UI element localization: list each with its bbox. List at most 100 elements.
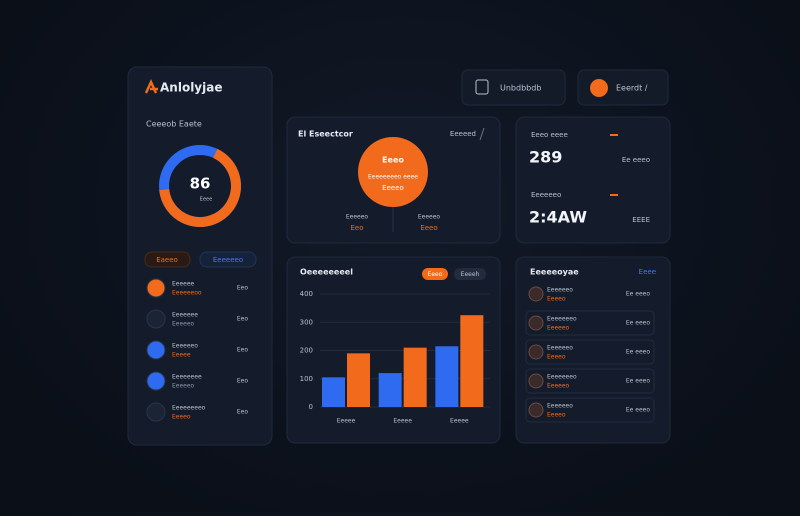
stat-value: Eeo [350, 224, 363, 232]
donut-arc [159, 145, 241, 227]
row-name: Eeeeeeeo [547, 374, 577, 381]
row-name: Eeeeeeo [547, 403, 573, 410]
item-value: Eeo [237, 347, 248, 354]
stat-value: Eeeo [420, 224, 437, 232]
list-card [515, 256, 671, 444]
row-avatar [528, 286, 544, 302]
row-detail: Eeeeo [547, 354, 566, 361]
row-value[interactable]: Ee eeeo [626, 320, 650, 327]
button-label: Unbdbbdb [500, 84, 541, 93]
item-value: Eeo [237, 378, 248, 385]
item-sub: Eeeee [172, 352, 191, 359]
y-tick-label: 0 [309, 403, 313, 411]
bar [435, 346, 459, 407]
card-title: El Eseectcor [298, 130, 353, 139]
toggle[interactable] [454, 268, 486, 280]
card-title: Eeeeeoyae [530, 268, 579, 277]
logo: Anlolyjae [160, 81, 222, 95]
row-avatar [528, 373, 544, 389]
button-icon [475, 79, 489, 95]
circle-value: Eeeeo [382, 184, 404, 192]
row-bg [525, 310, 655, 336]
avatar [590, 79, 608, 97]
bar [322, 377, 345, 407]
item-title: Eeeeeeee [172, 374, 202, 381]
item-icon [146, 340, 166, 360]
donut-sub: Eeee [200, 197, 212, 203]
row-detail: Eeeeo [547, 296, 566, 303]
stat-label: Eeeeeo [346, 214, 369, 221]
row-name: Eeeeeeo [547, 287, 573, 294]
tab[interactable] [144, 251, 191, 268]
item-sub: Eeeeo [172, 414, 191, 421]
logo-icon [144, 78, 158, 94]
highlight-circle [358, 137, 428, 207]
tab-label: Eeeeeeo [213, 256, 243, 264]
metric-label: Eeeo eeee [531, 131, 568, 139]
circle-text: Eeeeeeeeo eeee [368, 174, 418, 181]
toggle-label: Eeeeh [461, 271, 480, 278]
metric-value: 2:4AW [529, 208, 587, 227]
item-value: Eeo [237, 285, 248, 292]
metric-side: EEEE [632, 216, 650, 224]
item-title: Eeeeeeeeo [172, 405, 206, 412]
item-icon [146, 402, 166, 422]
y-tick-label: 400 [300, 290, 313, 298]
row-bg [525, 368, 655, 394]
x-tick-label: Eeeee [393, 418, 412, 425]
row-detail: Eeeeeo [547, 383, 570, 390]
donut-value: 86 [190, 175, 211, 193]
stat-label: Eeeeeo [418, 214, 441, 221]
bar [460, 315, 484, 407]
item-sub: Eeeeeeoo [172, 290, 202, 297]
y-tick-label: 100 [300, 375, 313, 383]
y-tick-label: 200 [300, 347, 313, 355]
bar [347, 353, 370, 407]
item-value: Eeo [237, 316, 248, 323]
item-title: Eeeeeeo [172, 343, 198, 350]
row-name: Eeeeeeeo [547, 316, 577, 323]
row-avatar [528, 402, 544, 418]
row-avatar [528, 344, 544, 360]
item-sub: Eeeeeo [172, 383, 195, 390]
item-sub: Eeeeeo [172, 321, 195, 328]
metric-value: 289 [529, 148, 562, 167]
item-icon [146, 371, 166, 391]
divider [479, 127, 485, 141]
row-value[interactable]: Ee eeeo [626, 291, 650, 298]
bar [378, 373, 402, 407]
row-detail: Eeeeo [547, 412, 566, 419]
toggle[interactable] [422, 268, 448, 280]
row-bg [525, 397, 655, 423]
top-button[interactable] [461, 69, 566, 106]
x-tick-label: Eeeee [337, 418, 356, 425]
row-value[interactable]: Ee eeeo [626, 407, 650, 414]
chart-title: Oeeeeeeeel [300, 268, 353, 277]
item-title: Eeeeee [172, 281, 195, 288]
row-bg [525, 339, 655, 365]
button-label: Eeerdt / [616, 84, 648, 93]
circle-title: Eeeo [382, 156, 404, 165]
x-tick-label: Eeeee [450, 418, 469, 425]
card-action[interactable]: Eeeeed [450, 130, 476, 138]
item-icon [146, 309, 166, 329]
metric-side: Ee eeeo [622, 156, 650, 164]
item-title: Eeeeeee [172, 312, 198, 319]
item-value: Eeo [237, 409, 248, 416]
row-avatar [528, 315, 544, 331]
tab-label: Eaeeo [156, 256, 178, 264]
y-tick-label: 300 [300, 318, 313, 326]
tab[interactable] [199, 251, 257, 268]
row-value[interactable]: Ee eeeo [626, 349, 650, 356]
row-name: Eeeeeeo [547, 345, 573, 352]
card-action[interactable]: Eeee [639, 268, 656, 276]
metric-label: Eeeeeeo [531, 191, 561, 199]
section-label: Ceeeob Eaete [146, 120, 202, 129]
row-value[interactable]: Ee eeeo [626, 378, 650, 385]
toggle-label: Eeeo [428, 271, 443, 278]
metric-card [515, 116, 671, 244]
bar [403, 347, 427, 407]
item-icon [146, 278, 166, 298]
